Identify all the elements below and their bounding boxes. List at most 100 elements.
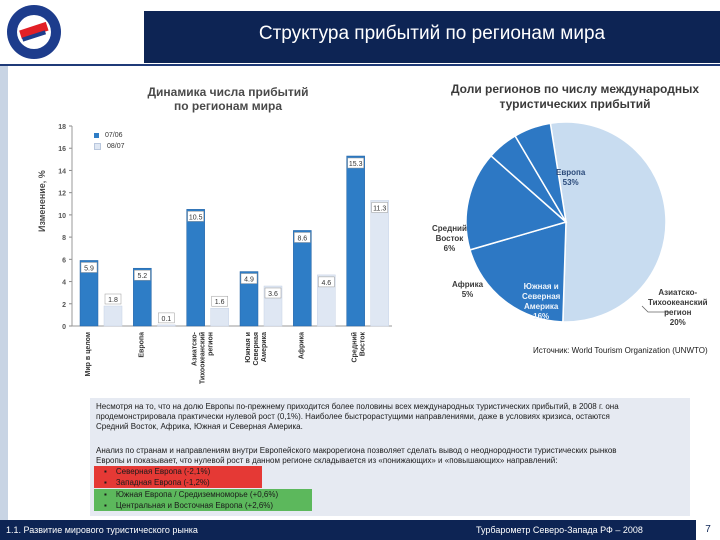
text-line: Европы и показывает, что нулевой рост в …	[96, 456, 558, 465]
bullet-north-europe: ▪ Северная Европа (-2,1%)	[94, 466, 262, 477]
pie-label-line: 20%	[669, 318, 686, 327]
bar-08-07	[263, 285, 283, 327]
x-tick-label: Африка	[298, 332, 305, 359]
bullet-icon: ▪	[104, 478, 107, 487]
pie-slice-africa	[489, 134, 567, 223]
pie-label-line: Северная	[522, 292, 561, 301]
bullet-icon: ▪	[104, 490, 107, 499]
bullet-central-east-europe: ▪ Центральная и Восточная Европа (+2,6%)	[94, 500, 312, 511]
pie-label-europe: Европа 53%	[556, 168, 585, 188]
pie-label-line: Америка	[523, 302, 559, 311]
bar-07-06	[346, 155, 365, 327]
bullet-text: Центральная и Восточная Европа (+2,6%)	[115, 501, 274, 510]
source-note: Источник: World Tourism Organization (UN…	[533, 346, 708, 355]
bar-08-07	[157, 324, 176, 327]
x-tick-label: Америка	[261, 332, 268, 362]
data-label-box	[211, 295, 228, 307]
bar-07-06	[239, 271, 259, 327]
data-label: 10.5	[189, 214, 203, 221]
page-number: 7	[696, 520, 720, 540]
x-tick-label: регион	[208, 332, 215, 356]
data-label: 15.3	[349, 161, 363, 168]
text-line: Средний Восток, Африка, Южная и Северная…	[96, 422, 303, 431]
data-label-box	[80, 262, 98, 273]
y-tick-label: 8	[62, 235, 66, 242]
pie-chart-title: Доли регионов по числу международных тур…	[440, 82, 710, 112]
pie-label-line: 5%	[461, 290, 474, 299]
bar-chart-title-line: Динамика числа прибытий	[147, 85, 309, 99]
bullet-text: Западная Европа (-1,2%)	[115, 478, 210, 487]
pie-label-line: Средний	[432, 224, 467, 233]
footer-section: 1.1. Развитие мирового туристического ры…	[6, 525, 198, 535]
data-label: 11.3	[373, 205, 386, 212]
bar-08-07	[210, 307, 229, 327]
data-label: 5.2	[137, 273, 147, 280]
bar-07-06	[186, 209, 205, 327]
bar-07-06	[293, 230, 312, 327]
footer-bar: 1.1. Развитие мирового туристического ры…	[0, 520, 720, 540]
pie-label-americas: Южная и Северная Америка 16%	[522, 282, 560, 322]
data-label-box	[318, 276, 335, 288]
x-tick-label: Северная	[253, 332, 260, 366]
pie-label-line: Африка	[452, 280, 484, 289]
pie-label-line: Европа	[556, 168, 586, 177]
x-tick-label: Средний	[351, 332, 359, 363]
header-divider	[0, 64, 720, 66]
data-label-box	[294, 232, 311, 243]
data-label: 4.6	[321, 280, 331, 287]
pie-label-line: Тихоокеанский	[648, 298, 708, 307]
y-tick-label: 10	[58, 213, 66, 220]
pie-chart-title-line: Доли регионов по числу международных	[450, 82, 699, 96]
bullet-text: Южная Европа / Средиземноморье (+0,6%)	[115, 490, 279, 499]
legend-item-07-06: 07/06	[94, 130, 125, 141]
data-label: 1.6	[215, 299, 225, 306]
y-tick-label: 18	[58, 124, 66, 131]
footer-report-name: Турбарометр Северо-Запада РФ – 2008	[476, 525, 643, 535]
bar-07-06	[133, 267, 152, 327]
bar-chart-title: Динамика числа прибытий по регионам мира	[138, 85, 318, 113]
x-tick-label: Южная и	[245, 332, 252, 363]
pie-label-middle-east: Средний Восток 6%	[432, 224, 467, 254]
bar-08-07	[317, 274, 336, 327]
text-line: Анализ по странам и направлениям внутри …	[96, 446, 617, 455]
bullet-south-europe: ▪ Южная Европа / Средиземноморье (+0,6%)	[94, 489, 312, 500]
data-label-box	[158, 312, 175, 324]
bullet-text: Северная Европа (-2,1%)	[115, 467, 211, 476]
legend-label: 08/07	[107, 143, 125, 150]
data-label-box	[240, 273, 258, 284]
pie-label-line: 53%	[562, 178, 579, 187]
pie-label-line: 6%	[443, 244, 456, 253]
bullet-icon: ▪	[104, 501, 107, 510]
data-label: 4.9	[244, 277, 254, 284]
data-label: 5.9	[84, 265, 94, 272]
pie-label-line: Южная и	[523, 282, 559, 291]
bar-08-07	[370, 200, 389, 327]
text-line: Несмотря на то, что на долю Европы по-пр…	[96, 402, 619, 411]
pie-slice-americas	[465, 154, 568, 251]
legend-item-08-07: 08/07	[94, 141, 125, 152]
title-bar: Структура прибытий по регионам мира	[144, 11, 720, 63]
bar-chart-legend: 07/06 08/07	[94, 130, 125, 152]
data-label-box	[187, 211, 204, 222]
paragraph-1: Несмотря на то, что на долю Европы по-пр…	[96, 402, 688, 432]
data-label-box	[104, 293, 122, 305]
y-tick-label: 2	[62, 302, 66, 309]
company-logo	[7, 5, 61, 59]
x-tick-label: Мир в целом	[85, 332, 92, 377]
legend-swatch	[94, 133, 99, 138]
x-tick-label: Тихоокеанский	[199, 332, 207, 384]
bar-chart-title-line: по регионам мира	[173, 99, 282, 113]
data-label-box	[134, 269, 151, 281]
bar-08-07	[103, 305, 123, 327]
x-tick-label: Азиатско-	[192, 331, 199, 366]
legend-label: 07/06	[105, 132, 123, 139]
y-tick-label: 12	[58, 191, 66, 198]
data-label: 1.8	[108, 297, 118, 304]
bar-chart-ylabel: Изменение, %	[37, 170, 47, 232]
data-label-box	[264, 287, 282, 299]
y-tick-label: 0	[62, 324, 66, 331]
data-label: 0.1	[161, 316, 171, 323]
bar-07-06	[79, 260, 99, 327]
left-accent-bar	[0, 66, 8, 520]
pie-label-asia-pacific: Азиатско- Тихоокеанский регион 20%	[648, 288, 708, 328]
